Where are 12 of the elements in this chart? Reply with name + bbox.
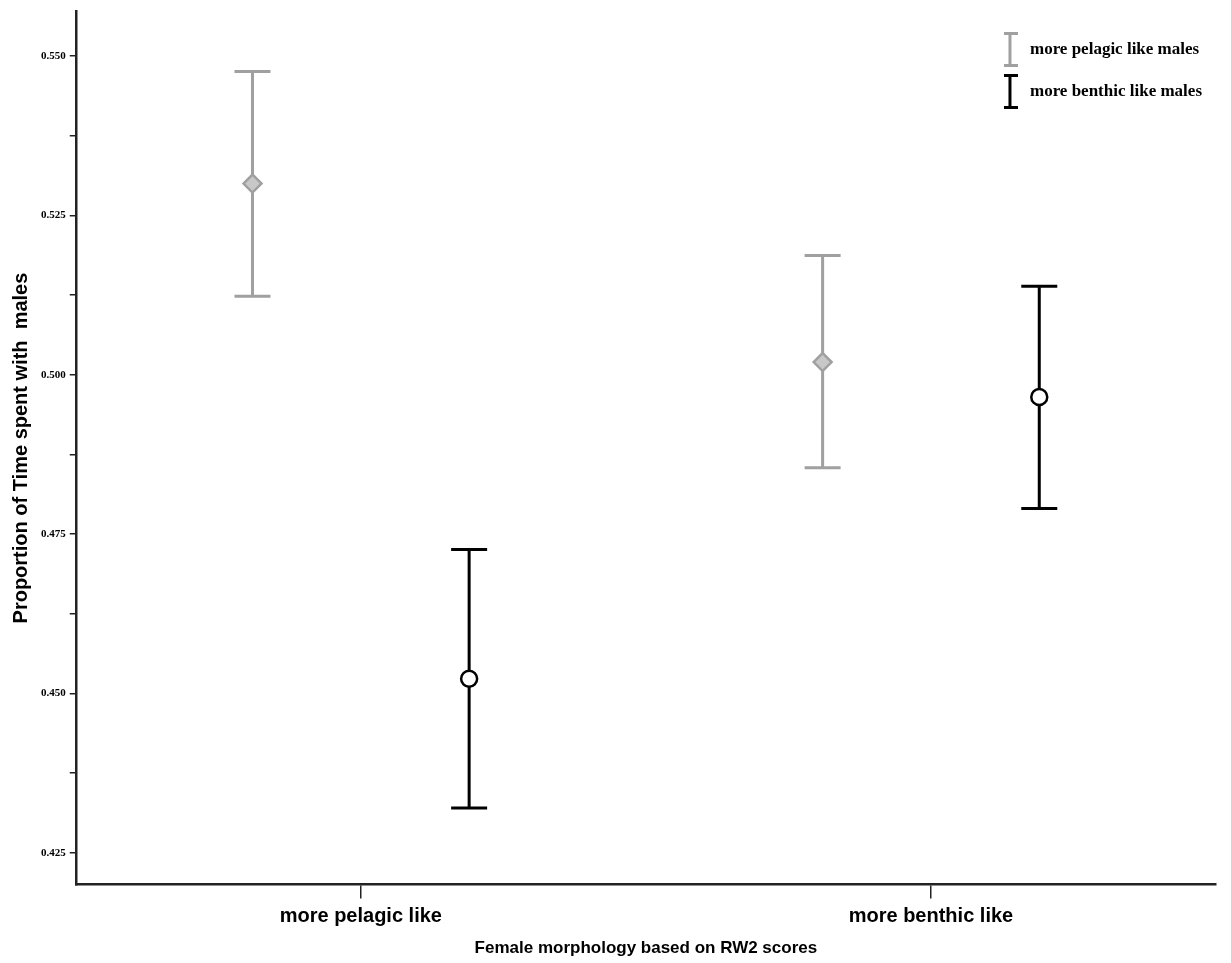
legend-label: more benthic like males — [1029, 80, 1203, 100]
x-axis-title: Female morphology based on RW2 scores — [474, 938, 818, 958]
y-axis-title: Proportion of Time spent with males — [8, 272, 31, 624]
x-tick-label: more pelagic like — [279, 904, 442, 927]
y-tick-label: 0.475 — [41, 526, 67, 539]
y-tick-label: 0.500 — [41, 367, 67, 380]
y-tick-label: 0.550 — [41, 48, 67, 61]
y-tick-label: 0.450 — [41, 686, 67, 699]
y-tick-label: 0.425 — [41, 845, 67, 858]
x-tick-label: more benthic like — [848, 904, 1014, 927]
y-tick-label: 0.525 — [41, 208, 67, 221]
legend-label: more pelagic like males — [1029, 38, 1200, 58]
